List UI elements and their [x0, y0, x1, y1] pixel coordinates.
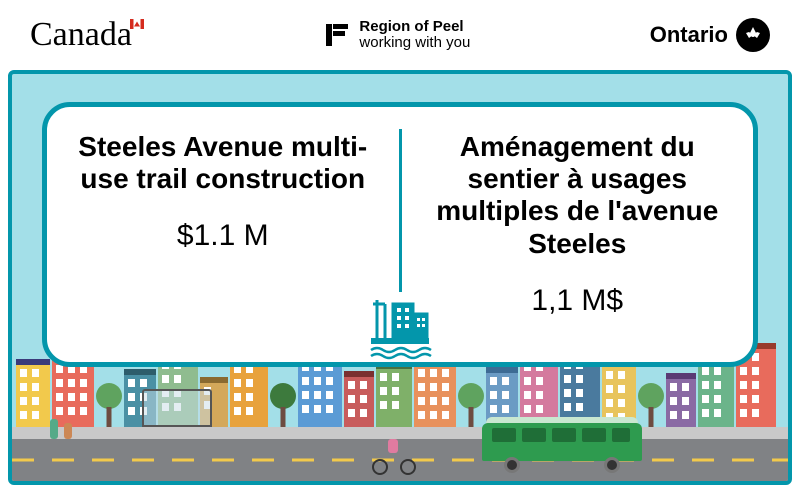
project-title-fr: Aménagement du sentier à usages multiple…: [430, 131, 726, 260]
peel-icon: [323, 21, 351, 49]
cyclist: [372, 435, 416, 475]
french-column: Aménagement du sentier à usages multiple…: [402, 107, 754, 362]
building: [344, 371, 374, 427]
peel-logo-block: Region of Peel working with you: [323, 19, 470, 52]
tree: .t6:before{background:#4a8a4a;}: [270, 383, 296, 427]
building: [666, 373, 696, 427]
building: [698, 357, 734, 427]
project-amount-fr: 1,1 M$: [430, 284, 726, 318]
bus: [482, 417, 642, 473]
building: [376, 363, 412, 427]
info-card: Steeles Avenue multi-use trail construct…: [42, 102, 758, 367]
infrastructure-icon: [363, 292, 437, 362]
ontario-logo-block: Ontario: [650, 18, 770, 52]
project-amount-en: $1.1 M: [75, 219, 371, 253]
tree: .t10:before{background:#4a8a4a;}: [458, 383, 484, 427]
peel-line2: working with you: [359, 35, 470, 52]
project-title-en: Steeles Avenue multi-use trail construct…: [75, 131, 371, 195]
infographic-scene: .t2:before{background:#4a8a4a;} .t6:befor…: [8, 70, 792, 485]
bus-stop: [142, 389, 212, 427]
peel-text: Region of Peel working with you: [359, 19, 470, 52]
canada-text: Canada: [30, 16, 132, 53]
english-column: Steeles Avenue multi-use trail construct…: [47, 107, 399, 362]
tree: .t2:before{background:#4a8a4a;}: [96, 383, 122, 427]
canada-flag-icon: [130, 19, 144, 29]
header-bar: Canada Region of Peel working with you O…: [0, 0, 800, 70]
peel-line1: Region of Peel: [359, 19, 470, 36]
canada-wordmark: Canada: [30, 16, 144, 54]
ontario-text: Ontario: [650, 22, 728, 48]
building: [16, 359, 50, 427]
ontario-trillium-icon: [736, 18, 770, 52]
pedestrians: [50, 407, 78, 439]
